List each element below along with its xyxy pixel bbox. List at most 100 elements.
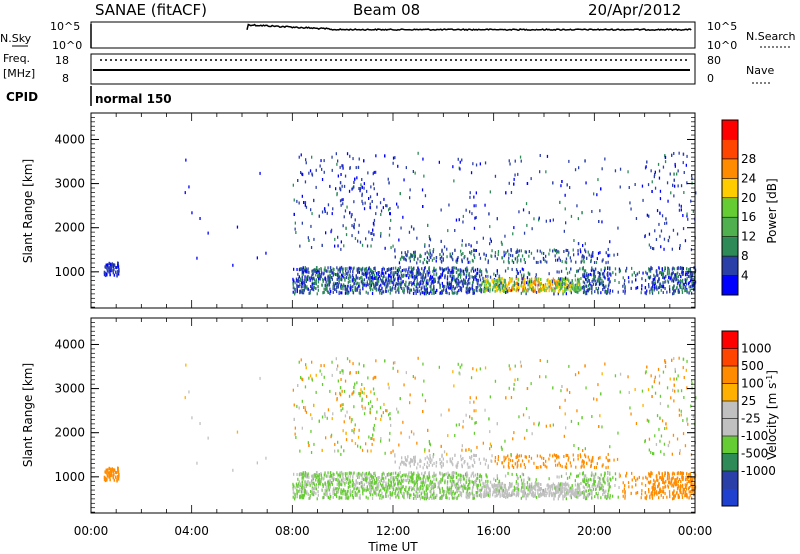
range-gate-cell xyxy=(535,277,536,280)
range-gate-cell xyxy=(596,261,597,264)
range-gate-cell xyxy=(422,393,423,396)
range-gate-cell xyxy=(662,486,663,489)
range-gate-cell xyxy=(565,288,566,291)
range-gate-cell xyxy=(441,260,442,263)
range-gate-cell xyxy=(600,187,601,190)
range-gate-cell xyxy=(614,279,615,282)
range-gate-cell xyxy=(665,280,666,283)
range-gate-cell xyxy=(480,462,481,465)
range-gate-cell xyxy=(360,241,361,244)
range-gate-cell xyxy=(631,267,632,270)
range-gate-cell xyxy=(361,276,362,279)
range-gate-cell xyxy=(394,250,395,253)
range-gate-cell xyxy=(329,274,330,277)
range-gate-cell xyxy=(348,277,349,280)
range-gate-cell xyxy=(518,254,519,257)
range-gate-cell xyxy=(560,288,561,291)
range-gate-cell xyxy=(653,274,654,277)
range-gate-cell xyxy=(669,490,670,493)
range-gate-cell xyxy=(651,267,652,270)
range-gate-cell xyxy=(669,269,670,272)
range-gate-cell xyxy=(297,478,298,481)
range-gate-cell xyxy=(310,225,311,228)
range-gate-cell xyxy=(605,261,606,264)
range-gate-cell xyxy=(512,464,513,467)
range-gate-cell xyxy=(641,489,642,492)
cpid-value: normal 150 xyxy=(95,92,172,106)
range-gate-cell xyxy=(340,248,341,251)
range-gate-cell xyxy=(447,229,448,232)
range-gate-cell xyxy=(398,288,399,291)
range-gate-cell xyxy=(523,413,524,416)
range-gate-cell xyxy=(342,407,343,410)
range-gate-cell xyxy=(295,222,296,225)
range-gate-cell xyxy=(403,178,404,181)
range-gate-cell xyxy=(382,272,383,275)
range-gate-cell xyxy=(591,210,592,213)
range-gate-cell xyxy=(655,171,656,174)
range-gate-cell xyxy=(545,285,546,288)
range-gate-cell xyxy=(450,253,451,256)
range-gate-cell xyxy=(340,378,341,381)
range-gate-cell xyxy=(384,473,385,476)
range-gate-cell xyxy=(413,456,414,459)
range-gate-cell xyxy=(335,282,336,285)
range-gate-cell xyxy=(627,170,628,173)
range-gate-cell xyxy=(337,480,338,483)
range-gate-cell xyxy=(456,271,457,274)
range-gate-cell xyxy=(456,219,457,222)
range-gate-cell xyxy=(428,252,429,255)
range-gate-cell xyxy=(358,231,359,234)
range-gate-cell xyxy=(302,279,303,282)
range-gate-cell xyxy=(504,235,505,238)
range-gate-cell xyxy=(641,277,642,280)
range-gate-cell xyxy=(472,292,473,295)
range-gate-cell xyxy=(533,462,534,465)
range-gate-cell xyxy=(343,284,344,287)
range-gate-cell xyxy=(464,273,465,276)
range-gate-cell xyxy=(355,442,356,445)
range-gate-cell xyxy=(363,273,364,276)
range-gate-cell xyxy=(544,289,545,292)
range-gate-cell xyxy=(448,204,449,207)
range-gate-cell xyxy=(524,289,525,292)
range-gate-cell xyxy=(296,200,297,203)
range-gate-cell xyxy=(345,380,346,383)
range-gate-cell xyxy=(524,437,525,440)
range-gate-cell xyxy=(658,266,659,269)
range-gate-cell xyxy=(495,274,496,277)
range-gate-cell xyxy=(343,224,344,227)
colorbar-segment xyxy=(722,120,738,140)
range-gate-cell xyxy=(259,172,260,175)
range-gate-cell xyxy=(516,275,517,278)
range-gate-cell xyxy=(609,482,610,485)
range-gate-cell xyxy=(388,290,389,293)
range-gate-cell xyxy=(458,275,459,278)
range-gate-cell xyxy=(578,217,579,220)
range-gate-cell xyxy=(566,472,567,475)
range-gate-cell xyxy=(469,466,470,469)
range-gate-cell xyxy=(377,193,378,196)
range-gate-cell xyxy=(649,291,650,294)
range-gate-cell xyxy=(305,180,306,183)
range-gate-cell xyxy=(585,447,586,450)
range-gate-cell xyxy=(414,258,415,261)
range-gate-cell xyxy=(110,468,112,471)
range-gate-cell xyxy=(364,412,365,415)
range-gate-cell xyxy=(392,281,393,284)
range-gate-cell xyxy=(325,277,326,280)
range-gate-cell xyxy=(578,242,579,245)
range-gate-cell xyxy=(556,251,557,254)
range-gate-cell xyxy=(368,436,369,439)
range-gate-cell xyxy=(505,280,506,283)
range-gate-cell xyxy=(117,475,119,478)
range-gate-cell xyxy=(469,415,470,418)
range-gate-cell xyxy=(437,281,438,284)
range-gate-cell xyxy=(414,279,415,282)
range-gate-cell xyxy=(501,243,502,246)
range-gate-cell xyxy=(602,167,603,170)
range-gate-cell xyxy=(635,492,636,495)
range-gate-cell xyxy=(667,279,668,282)
range-gate-cell xyxy=(400,271,401,274)
range-gate-cell xyxy=(672,267,673,270)
